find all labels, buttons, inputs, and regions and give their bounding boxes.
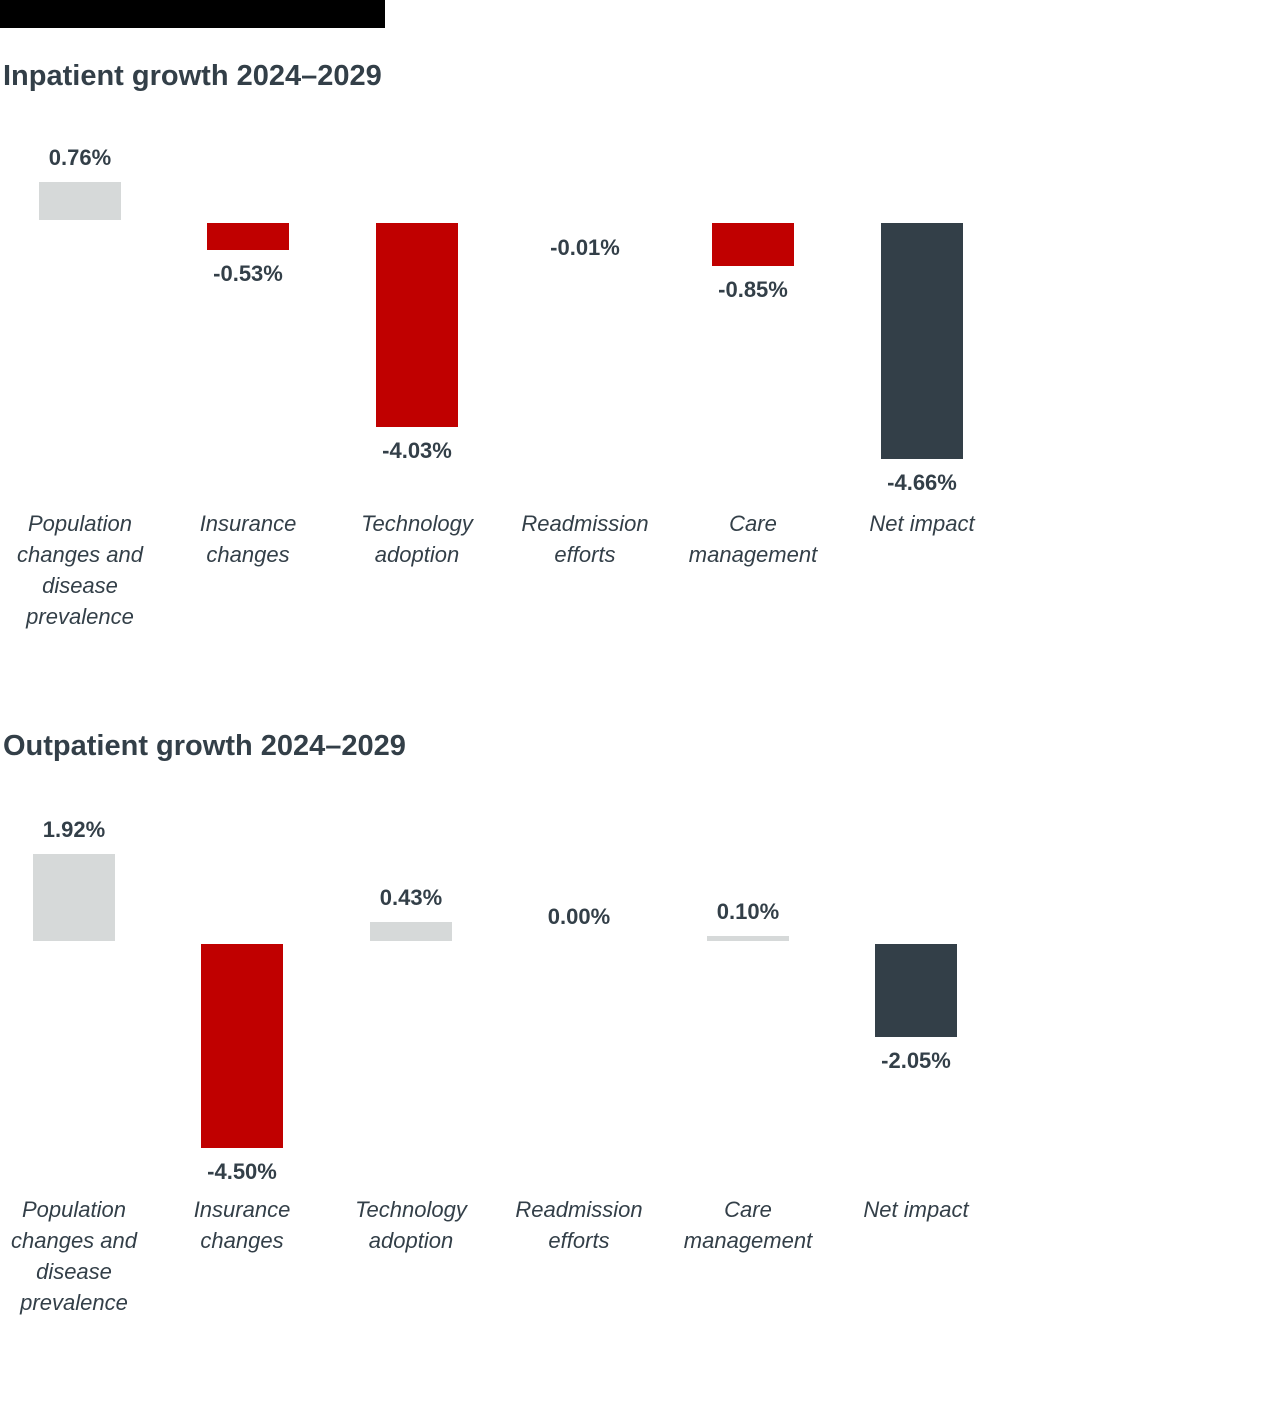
- chart-title-inpatient: Inpatient growth 2024–2029: [3, 60, 382, 92]
- category-label: Technology adoption: [361, 511, 473, 567]
- chart-title-outpatient: Outpatient growth 2024–2029: [3, 730, 406, 762]
- bar-insurance-changes: [201, 944, 283, 1148]
- category-label: Readmission efforts: [521, 511, 649, 567]
- value-label: 1.92%: [42, 817, 106, 842]
- bar-population-changes-and-disease-prevalence: [33, 854, 115, 941]
- bar-population-changes-and-disease-prevalence: [39, 182, 121, 220]
- bar-technology-adoption: [370, 922, 452, 941]
- value-label: 0.43%: [379, 885, 443, 910]
- value-label: -4.03%: [382, 438, 452, 463]
- category-label: Technology adoption: [355, 1197, 467, 1253]
- category-label: Net impact: [869, 511, 975, 536]
- bar-technology-adoption: [376, 223, 458, 427]
- category-label: Insurance changes: [199, 511, 297, 567]
- category-label: Population changes and disease prevalenc…: [17, 511, 143, 629]
- bar-care-management: [712, 223, 794, 266]
- value-label: 0.10%: [716, 899, 780, 924]
- value-label: -0.85%: [718, 277, 788, 302]
- value-label: -4.50%: [207, 1159, 277, 1184]
- value-label: -0.01%: [550, 235, 620, 260]
- value-label: 0.00%: [547, 904, 611, 929]
- category-label: Care management: [683, 1197, 813, 1253]
- bar-insurance-changes: [207, 223, 289, 250]
- category-label: Care management: [688, 511, 818, 567]
- value-label: 0.76%: [48, 145, 112, 170]
- category-label: Readmission efforts: [515, 1197, 643, 1253]
- bar-care-management: [707, 936, 789, 941]
- category-label: Population changes and disease prevalenc…: [11, 1197, 137, 1315]
- bar-net-impact: [875, 944, 957, 1037]
- bar-net-impact: [881, 223, 963, 459]
- value-label: -2.05%: [881, 1048, 951, 1073]
- value-label: -0.53%: [213, 261, 283, 286]
- category-label: Net impact: [863, 1197, 969, 1222]
- value-label: -4.66%: [887, 470, 957, 495]
- top-black-bar: [0, 0, 385, 28]
- category-label: Insurance changes: [193, 1197, 291, 1253]
